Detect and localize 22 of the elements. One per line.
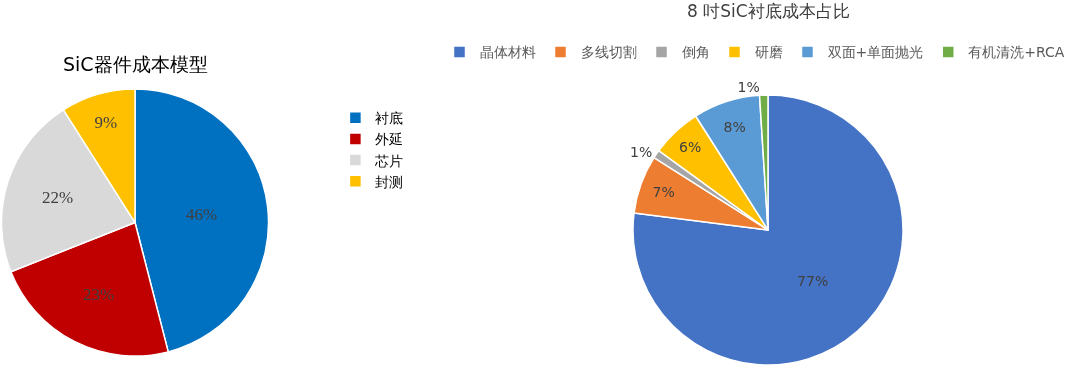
legend-label: 衬底 (375, 110, 404, 127)
chart-title: 8 吋SiC衬底成本占比 (687, 1, 850, 21)
legend-label: 多线切割 (580, 44, 637, 61)
legend-label: 外延 (375, 131, 404, 148)
data-label: 1% (737, 79, 760, 96)
data-label: 8% (723, 119, 746, 136)
data-label: 9% (94, 112, 118, 132)
legend-label: 双面+单面抛光 (827, 44, 924, 61)
data-label: 1% (630, 143, 653, 160)
legend-label: 芯片 (374, 152, 404, 169)
data-label: 77% (797, 272, 829, 289)
legend-label: 封测 (375, 173, 404, 190)
legend-label: 研磨 (754, 44, 783, 61)
legend-label: 倒角 (681, 44, 710, 61)
data-label: 7% (652, 184, 675, 201)
legend-label: 有机清洗+RCA (968, 44, 1065, 61)
data-label: 6% (679, 139, 702, 156)
legend-label: 晶体材料 (479, 44, 536, 61)
chart-title: SiC器件成本模型 (63, 53, 208, 75)
data-label: 46% (185, 204, 218, 224)
data-label: 23% (82, 284, 115, 304)
data-label: 22% (41, 187, 74, 207)
